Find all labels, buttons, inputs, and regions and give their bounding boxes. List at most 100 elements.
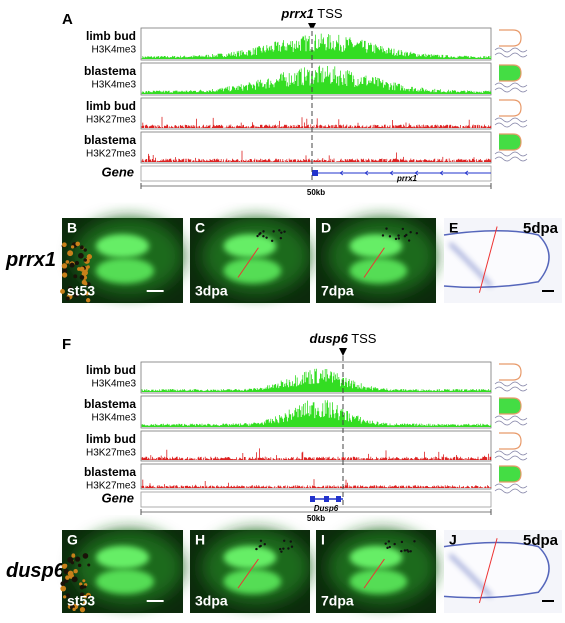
pigment bbox=[79, 607, 86, 613]
pigment bbox=[71, 576, 78, 583]
limb bbox=[349, 545, 403, 570]
pigment bbox=[60, 581, 66, 587]
panel-label: B bbox=[67, 220, 77, 236]
nucleosome-icon bbox=[494, 156, 528, 162]
exon bbox=[336, 496, 341, 502]
panel-label: H bbox=[195, 532, 205, 548]
row-gene: prrx1 bbox=[5, 249, 56, 271]
limb-icon bbox=[499, 465, 522, 483]
amputation-plane bbox=[363, 558, 385, 589]
pigment bbox=[388, 235, 392, 238]
track-mark: H3K27me3 bbox=[86, 448, 136, 459]
pigment bbox=[255, 547, 258, 551]
track-box bbox=[140, 463, 492, 490]
limb-icon bbox=[499, 29, 522, 47]
pigment bbox=[86, 265, 90, 269]
pigment bbox=[79, 592, 85, 598]
pigment bbox=[259, 539, 263, 542]
pigment bbox=[79, 266, 85, 272]
amputation-plane bbox=[478, 226, 498, 293]
pigment bbox=[86, 595, 91, 599]
pigment bbox=[403, 549, 407, 552]
track-mark: H3K4me3 bbox=[92, 80, 137, 91]
pigment bbox=[71, 553, 76, 558]
nucleosome-icon bbox=[494, 450, 528, 456]
limb-icon bbox=[499, 64, 522, 82]
nucleosome-icon bbox=[494, 488, 528, 494]
signal bbox=[141, 150, 492, 162]
track-tissue: limb bud bbox=[86, 99, 136, 113]
stage-label: 7dpa bbox=[321, 283, 354, 299]
pigment bbox=[289, 540, 292, 543]
signal bbox=[141, 400, 492, 427]
pigment bbox=[72, 607, 76, 612]
pigment bbox=[397, 237, 401, 240]
pigment bbox=[272, 230, 275, 233]
pigment bbox=[74, 292, 79, 298]
stage-label: 5dpa bbox=[523, 220, 559, 237]
limb bbox=[223, 257, 282, 284]
scale-label: 50kb bbox=[307, 514, 325, 523]
nucleosome-icon bbox=[494, 483, 528, 489]
pigment bbox=[387, 540, 391, 543]
amputation-plane bbox=[237, 247, 259, 278]
pigment bbox=[87, 563, 91, 567]
pigment bbox=[279, 236, 283, 240]
pigment bbox=[259, 232, 262, 235]
tss-title: prrx1 TSS bbox=[280, 6, 343, 21]
panel-label: F bbox=[62, 336, 71, 353]
gene-row-label: Gene bbox=[101, 490, 134, 505]
track-tissue: limb bud bbox=[86, 432, 136, 446]
limb-icon bbox=[499, 397, 522, 415]
pigment bbox=[75, 241, 81, 247]
limb bbox=[95, 257, 154, 284]
pigment bbox=[83, 594, 87, 599]
pigment bbox=[393, 542, 396, 546]
pigment bbox=[85, 291, 90, 296]
track-tissue: blastema bbox=[84, 64, 136, 78]
track-box bbox=[140, 131, 492, 164]
tss: TSS bbox=[348, 331, 377, 346]
limb-icon bbox=[499, 99, 522, 117]
nucleosome-icon bbox=[494, 415, 528, 421]
pigment bbox=[287, 547, 290, 550]
track-mark: H3K4me3 bbox=[92, 45, 137, 56]
pigment bbox=[65, 593, 71, 598]
track-tissue: limb bud bbox=[86, 29, 136, 43]
exon bbox=[324, 496, 329, 502]
strand-arrow bbox=[364, 170, 369, 176]
signal bbox=[141, 479, 492, 488]
pigment bbox=[401, 227, 405, 231]
pigment bbox=[386, 546, 389, 550]
signal bbox=[141, 33, 492, 59]
pigment bbox=[283, 230, 286, 233]
pigment bbox=[290, 545, 294, 548]
pigment bbox=[86, 282, 91, 287]
pigment bbox=[63, 568, 69, 575]
pigment bbox=[67, 570, 74, 577]
pigment bbox=[67, 556, 74, 563]
strand-arrow bbox=[339, 170, 344, 176]
gene-row-label: Gene bbox=[101, 164, 134, 179]
stage-label: 3dpa bbox=[195, 593, 228, 609]
pigment bbox=[85, 298, 91, 303]
pigment bbox=[258, 545, 261, 548]
track-tissue: blastema bbox=[84, 133, 136, 147]
nucleosome-icon bbox=[494, 455, 528, 461]
panel-label: D bbox=[321, 220, 331, 236]
amputation-plane bbox=[363, 247, 385, 278]
strand-arrow bbox=[389, 170, 394, 176]
pigment bbox=[79, 584, 85, 590]
track-box bbox=[140, 430, 492, 462]
tss-title: dusp6 TSS bbox=[310, 331, 377, 346]
track-mark: H3K4me3 bbox=[92, 379, 137, 390]
limb bbox=[95, 545, 150, 570]
pigment bbox=[65, 260, 70, 264]
pigment bbox=[263, 543, 266, 546]
pigment bbox=[83, 258, 87, 262]
signal bbox=[141, 116, 492, 128]
signal bbox=[141, 448, 492, 460]
nucleosome-icon bbox=[494, 386, 528, 392]
pigment bbox=[397, 234, 400, 237]
limb-icon bbox=[499, 363, 522, 381]
